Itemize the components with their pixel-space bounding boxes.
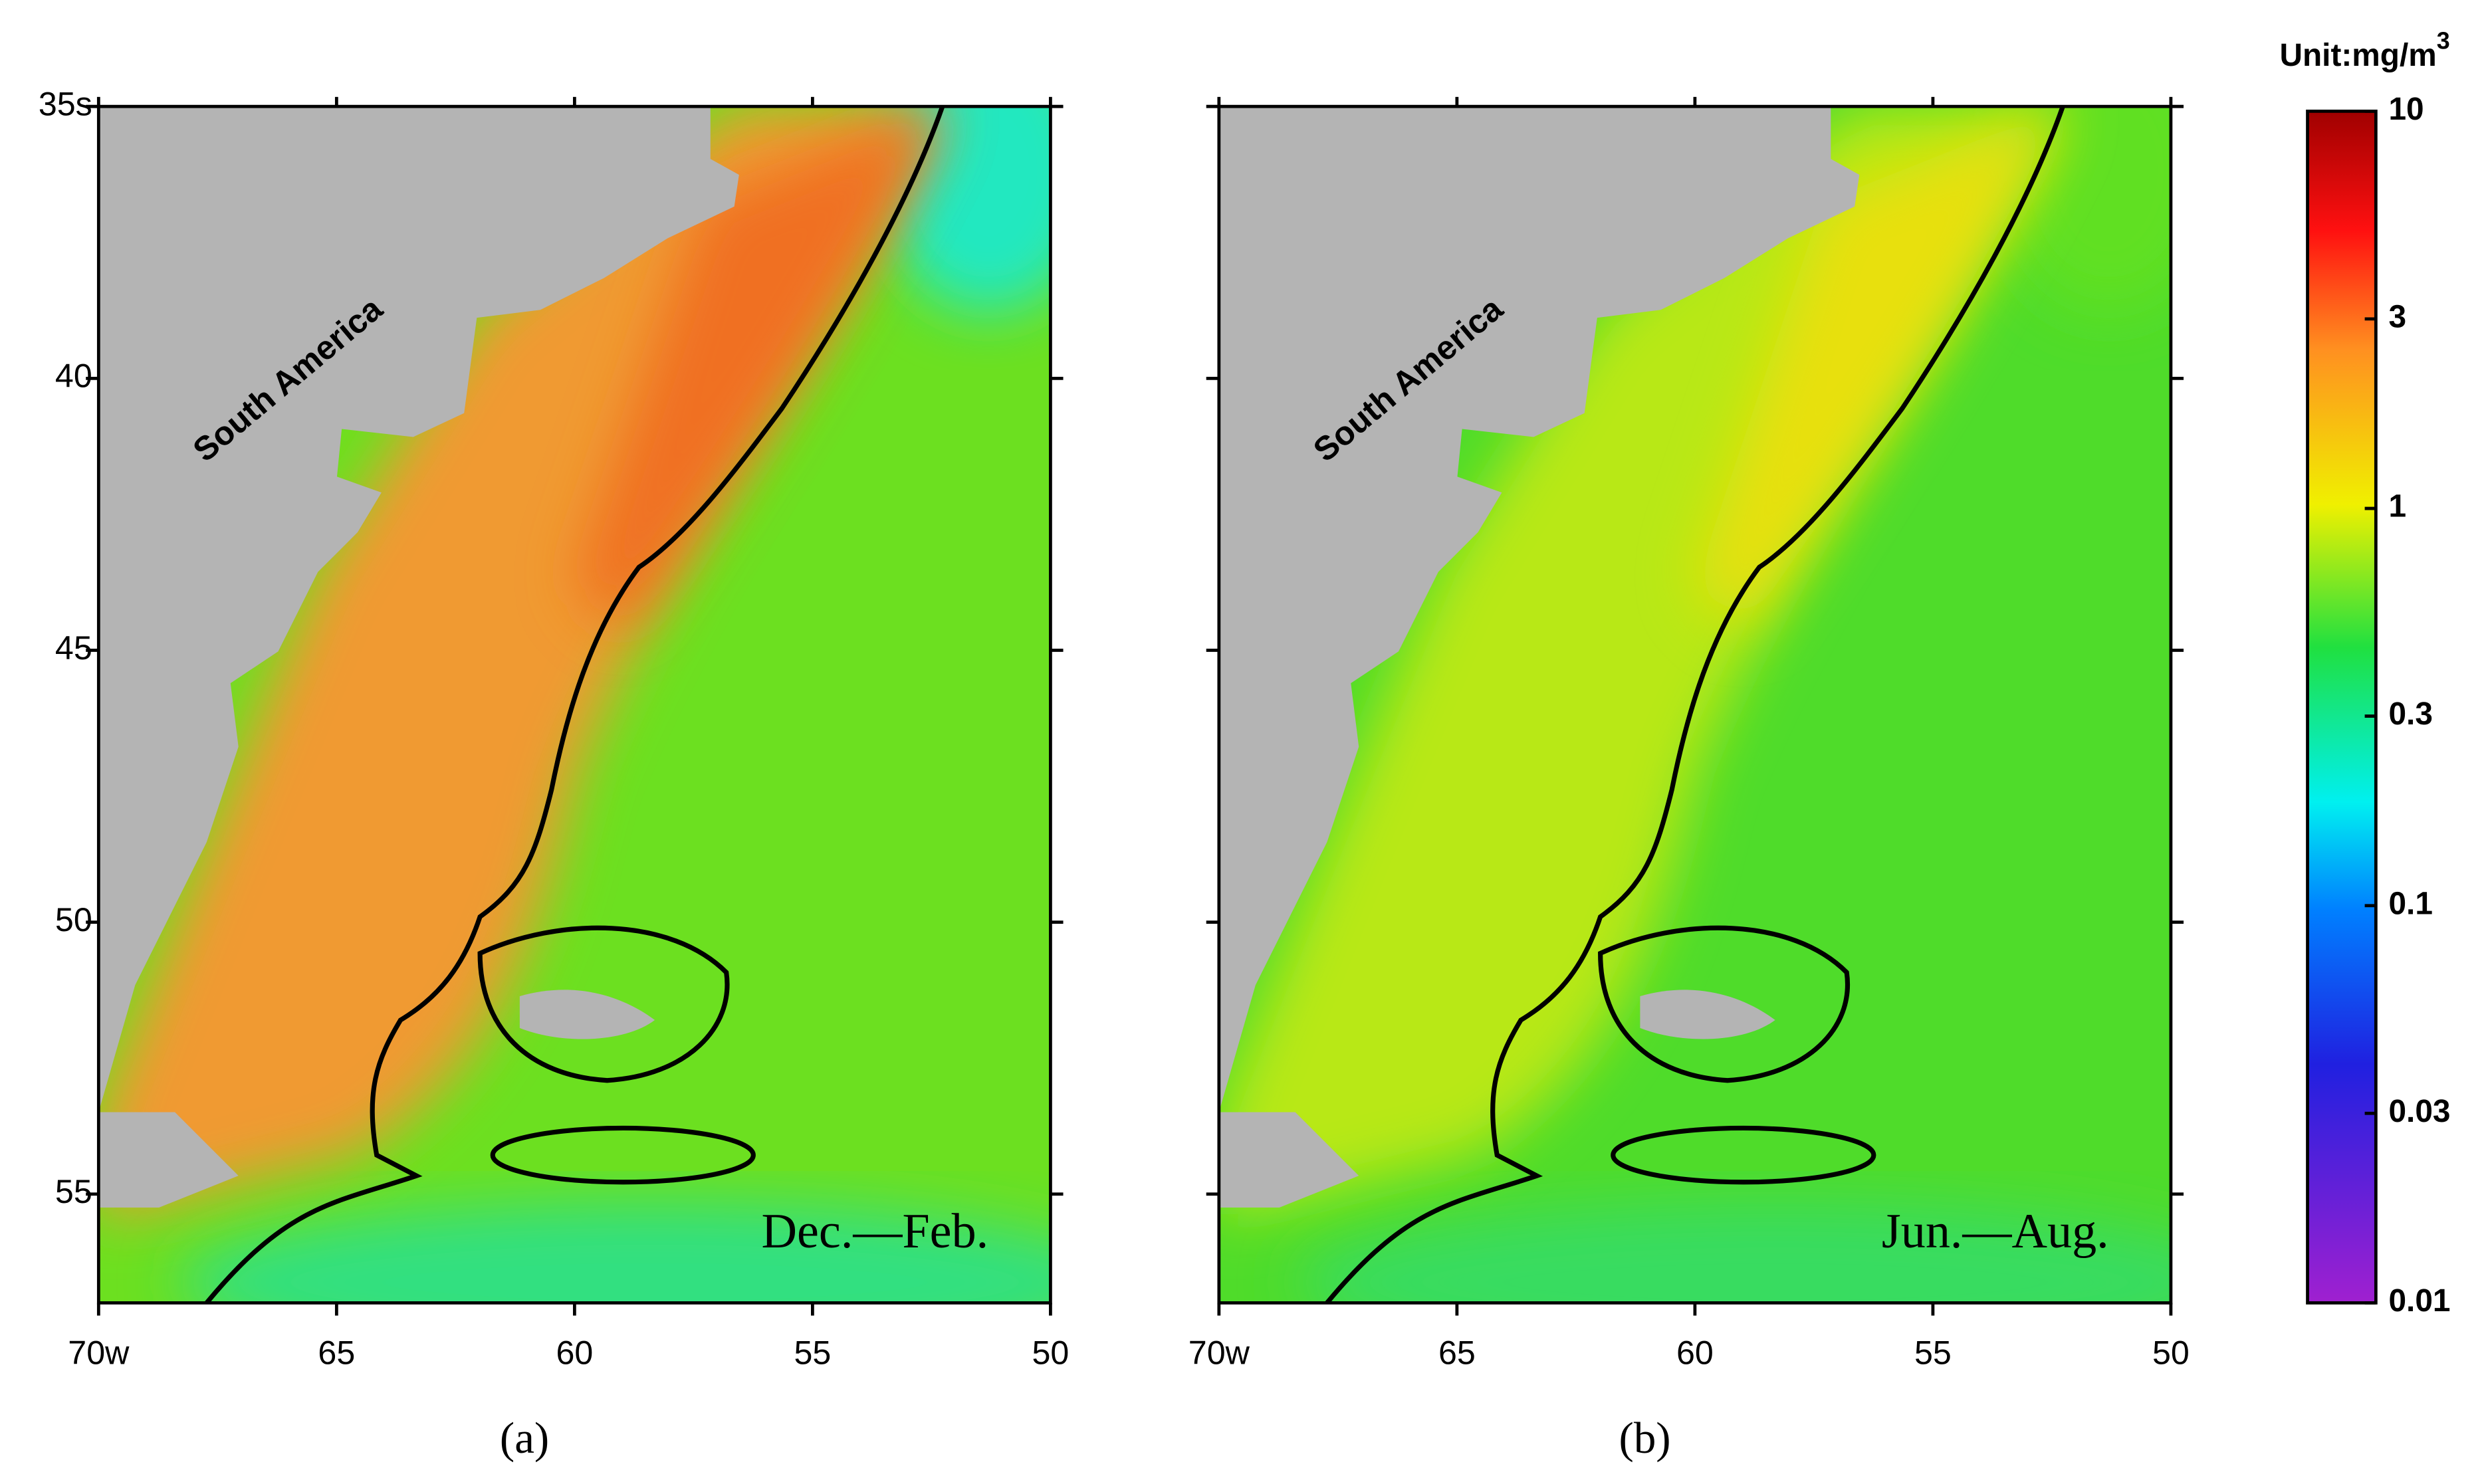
- shelf-contour: [1325, 106, 2065, 1303]
- map-inner: [1218, 106, 2171, 1303]
- falkland-contour: [1598, 925, 1851, 1083]
- burdwood-contour: [490, 1125, 756, 1185]
- south-water: [178, 1202, 1051, 1303]
- colorbar-tick-label: 0.3: [2388, 696, 2432, 732]
- unit-label: Unit:mg/m3: [2279, 28, 2449, 73]
- y-tick-label: 55: [55, 1173, 92, 1210]
- colorbar-tick-label: 0.1: [2388, 886, 2432, 921]
- land: [98, 106, 739, 1208]
- y-tick-label: 50: [55, 901, 92, 938]
- colorbar-tick-label: 10: [2388, 92, 2424, 127]
- panel-label: (b): [1619, 1414, 1671, 1463]
- land: [1218, 106, 1860, 1208]
- x-tick-label: 70w: [68, 1334, 130, 1372]
- colorbar-tick-label: 3: [2388, 300, 2406, 335]
- x-tick-label: 50: [1032, 1334, 1069, 1372]
- colorbar-tick-label: 1: [2388, 489, 2406, 524]
- season-label: Dec.—Feb.: [762, 1204, 989, 1259]
- burdwood-contour: [1611, 1125, 1876, 1185]
- map: [98, 106, 1051, 1303]
- colorbar-tick-label: 0.03: [2388, 1094, 2450, 1129]
- island: [519, 990, 655, 1039]
- y-tick-label: 35s: [39, 85, 92, 122]
- x-tick-label: 60: [1676, 1334, 1714, 1372]
- x-tick-label: 50: [2152, 1334, 2190, 1372]
- shelf-edge-water: [1696, 106, 2063, 631]
- x-tick-label: 55: [794, 1334, 831, 1372]
- panel-label: (a): [500, 1414, 549, 1463]
- x-tick-label: 60: [556, 1334, 593, 1372]
- map: [1218, 106, 2171, 1303]
- south-water: [1298, 1202, 2171, 1303]
- x-tick-label: 55: [1914, 1334, 1952, 1372]
- season-label: Jun.—Aug.: [1882, 1204, 2109, 1259]
- falkland-contour: [477, 925, 730, 1083]
- colorbar-tick-label: 0.01: [2388, 1283, 2450, 1319]
- y-tick-label: 45: [55, 629, 92, 667]
- shelf-contour: [205, 106, 945, 1303]
- map-inner: [98, 106, 1051, 1303]
- x-tick-label: 65: [318, 1334, 355, 1372]
- x-tick-label: 70w: [1188, 1334, 1250, 1372]
- y-tick-label: 40: [55, 358, 92, 395]
- unit-text: Unit:mg/m: [2279, 38, 2436, 73]
- island: [1640, 990, 1775, 1039]
- x-tick-label: 65: [1438, 1334, 1476, 1372]
- unit-sup: 3: [2437, 28, 2450, 54]
- shelf-edge-water: [575, 106, 943, 631]
- colorbar: [2306, 109, 2378, 1305]
